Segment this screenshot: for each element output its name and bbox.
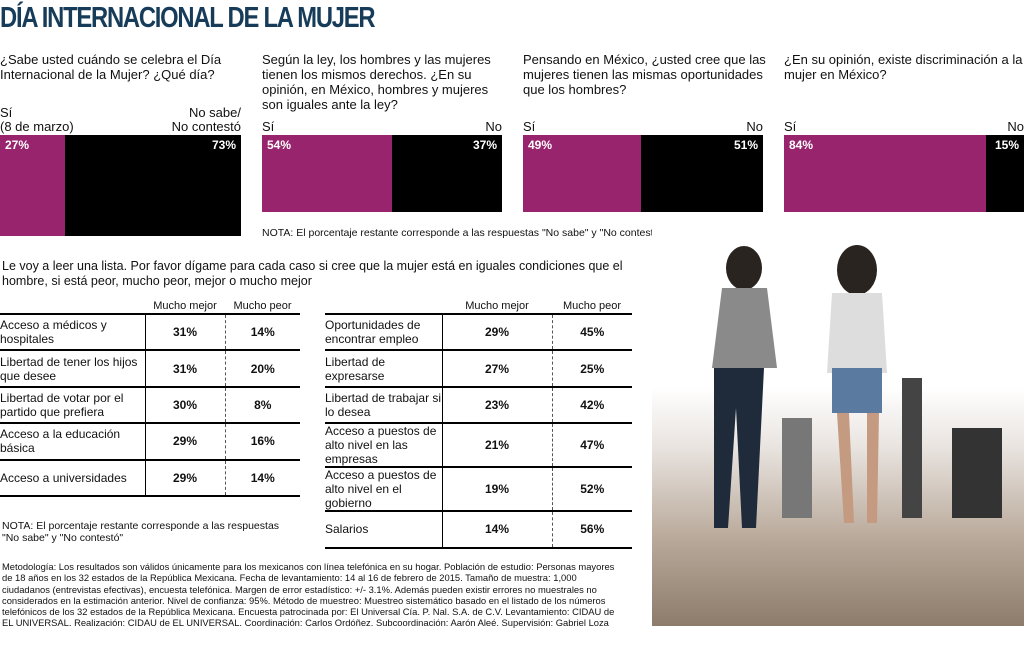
label-si: Sí <box>262 119 275 134</box>
table-row: Libertad de votar por el partido que pre… <box>0 385 300 424</box>
table-left: Mucho mejor Mucho peor Acceso a médicos y… <box>0 298 300 497</box>
value-mucho-peor: 56% <box>551 510 632 549</box>
row-label: Salarios <box>325 510 442 549</box>
value-mucho-peor: 20% <box>224 349 300 387</box>
label-no: No <box>1007 119 1024 134</box>
value-mucho-mejor: 31% <box>144 349 225 387</box>
bar-segment-no <box>985 135 1024 212</box>
col-mucho-mejor: Mucho mejor <box>465 299 529 312</box>
col-mucho-peor: Mucho peor <box>562 299 622 312</box>
table-row: Salarios 14% 56% <box>325 510 632 549</box>
nota-top: NOTA: El porcentaje restante corresponde… <box>262 227 664 239</box>
value-si: 49% <box>528 138 553 152</box>
question-3: Pensando en México, ¿usted cree que las … <box>523 52 766 97</box>
table-row: Acceso a médicos y hospitales 31% 14% <box>0 312 300 351</box>
col-mucho-mejor: Mucho mejor <box>153 299 217 312</box>
value-no: 51% <box>733 138 758 152</box>
bar-segment-no <box>640 135 763 212</box>
value-mucho-peor: 45% <box>551 312 632 351</box>
women-walking-photo <box>652 228 1024 626</box>
value-si: 27% <box>5 138 30 152</box>
value-mucho-mejor: 19% <box>441 466 552 512</box>
table-row: Oportunidades de encontrar empleo 29% 45… <box>325 312 632 351</box>
value-mucho-mejor: 29% <box>144 422 225 460</box>
value-mucho-peor: 47% <box>551 422 632 468</box>
table-right: Mucho mejor Mucho peor Oportunidades de e… <box>325 298 632 549</box>
row-label: Libertad de expresarse <box>325 349 442 387</box>
table-row: Acceso a la educación básica 29% 16% <box>0 422 300 460</box>
label-no: No <box>485 119 502 134</box>
bar-segment-si <box>523 135 641 212</box>
row-label: Oportunidades de encontrar empleo <box>325 312 442 351</box>
value-mucho-peor: 14% <box>224 312 300 351</box>
row-label: Acceso a puestos de alto nivel en las em… <box>325 422 442 468</box>
row-label: Acceso a médicos y hospitales <box>0 312 145 351</box>
table-row: Libertad de trabajar si lo desea 23% 42% <box>325 385 632 424</box>
value-si: 84% <box>789 138 814 152</box>
value-mucho-mejor: 29% <box>441 312 552 351</box>
col-mucho-peor: Mucho peor <box>233 299 292 312</box>
value-mucho-mejor: 31% <box>144 312 225 351</box>
page-title: DÍA INTERNACIONAL DE LA MUJER <box>0 2 376 34</box>
question-2: Según la ley, los hombres y las mujeres … <box>262 52 491 112</box>
row-label: Libertad de tener los hijos que desee <box>0 349 145 387</box>
value-mucho-mejor: 29% <box>144 458 225 497</box>
value-mucho-peor: 52% <box>551 466 632 512</box>
value-mucho-peor: 8% <box>224 385 300 424</box>
value-si: 54% <box>267 138 292 152</box>
table-row: Acceso a puestos de alto nivel en el gob… <box>325 466 632 512</box>
value-mucho-peor: 42% <box>551 385 632 424</box>
label-si: Sí <box>784 119 797 134</box>
bar-segment-no <box>391 135 502 212</box>
row-label: Acceso a universidades <box>0 458 145 497</box>
methodology: Metodología: Los resultados son válidos … <box>2 561 615 629</box>
bar-4: 84% 15% <box>784 135 1024 212</box>
label-si: Sí <box>0 105 13 120</box>
value-mucho-mejor: 14% <box>441 510 552 549</box>
value-no: 15% <box>994 138 1019 152</box>
value-mucho-mejor: 27% <box>441 349 552 387</box>
row-label: Acceso a puestos de alto nivel en el gob… <box>325 466 442 512</box>
row-label: Acceso a la educación básica <box>0 422 145 460</box>
row-label: Libertad de trabajar si lo desea <box>325 385 442 424</box>
table-row: Acceso a universidades 29% 14% <box>0 458 300 497</box>
label-si: Sí <box>523 119 536 134</box>
table-row: Acceso a puestos de alto nivel en las em… <box>325 422 632 468</box>
value-mucho-mejor: 21% <box>441 422 552 468</box>
bar-segment-si <box>0 135 66 236</box>
value-no: 37% <box>472 138 497 152</box>
label-si-detail: (8 de marzo) <box>0 119 74 134</box>
bar-1: 27% 73% <box>0 135 241 236</box>
bar-3: 49% 51% <box>523 135 763 212</box>
label-no: No <box>746 119 763 134</box>
label-no-detail: No contestó <box>171 119 241 134</box>
table-row: Libertad de tener los hijos que desee 31… <box>0 349 300 387</box>
value-no: 73% <box>211 138 236 152</box>
bar-segment-si <box>784 135 986 212</box>
row-label: Libertad de votar por el partido que pre… <box>0 385 145 424</box>
intro-text: Le voy a leer una lista. Por favor dígam… <box>2 259 623 288</box>
bar-2: 54% 37% <box>262 135 502 212</box>
table-row: Libertad de expresarse 27% 25% <box>325 349 632 387</box>
bar-segment-no <box>65 135 241 236</box>
question-4: ¿En su opinión, existe discriminación a … <box>784 52 1023 82</box>
bar-segment-si <box>262 135 392 212</box>
value-mucho-peor: 16% <box>224 422 300 460</box>
nota-bottom: NOTA: El porcentaje restante corresponde… <box>2 520 280 544</box>
value-mucho-peor: 25% <box>551 349 632 387</box>
question-1: ¿Sabe usted cuándo se celebra el Día Int… <box>0 52 222 82</box>
value-mucho-mejor: 30% <box>144 385 225 424</box>
label-no: No sabe/ <box>188 105 241 120</box>
value-mucho-mejor: 23% <box>441 385 552 424</box>
value-mucho-peor: 14% <box>224 458 300 497</box>
